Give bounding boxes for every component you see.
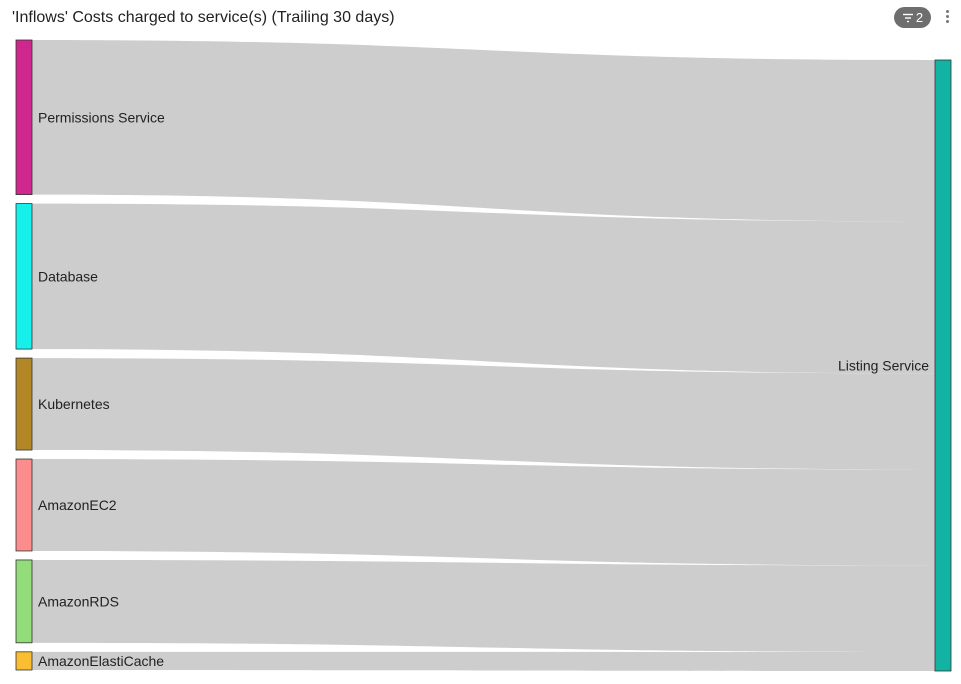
sankey-link-database[interactable] (32, 203, 935, 374)
filter-icon (902, 13, 913, 22)
filter-badge-button[interactable]: 2 (894, 7, 931, 28)
sankey-label-permissions-service: Permissions Service (38, 109, 165, 125)
sankey-link-permissions-service[interactable] (32, 40, 935, 222)
sankey-node-kubernetes[interactable] (15, 357, 33, 451)
sankey-node-amazonelasticache[interactable] (15, 651, 33, 671)
sankey-label-amazonec2: AmazonEC2 (38, 497, 117, 513)
sankey-node-listing-service[interactable] (934, 59, 952, 672)
chart-header: 'Inflows' Costs charged to service(s) (T… (0, 0, 961, 36)
sankey-link-kubernetes[interactable] (32, 358, 935, 470)
kebab-menu-icon[interactable] (940, 8, 954, 28)
sankey-node-permissions-service[interactable] (15, 39, 33, 195)
sankey-node-amazonec2[interactable] (15, 458, 33, 552)
sankey-nodes (15, 39, 952, 672)
sankey-labels: Permissions Service Database Kubernetes Ama… (38, 109, 929, 669)
chart-title: 'Inflows' Costs charged to service(s) (T… (12, 9, 395, 26)
sankey-label-kubernetes: Kubernetes (38, 396, 110, 412)
sankey-link-amazonelasticache[interactable] (32, 651, 935, 671)
sankey-link-amazonrds[interactable] (32, 559, 935, 653)
sankey-label-listing-service: Listing Service (838, 358, 929, 374)
sankey-label-amazonrds: AmazonRDS (38, 593, 119, 609)
sankey-node-amazonrds[interactable] (15, 559, 33, 644)
sankey-label-database: Database (38, 268, 98, 284)
filter-count: 2 (915, 10, 924, 25)
sankey-node-database[interactable] (15, 203, 33, 350)
sankey-links (32, 40, 935, 671)
sankey-link-amazonec2[interactable] (32, 459, 935, 566)
sankey-label-amazonelasticache: AmazonElastiCache (38, 653, 164, 669)
